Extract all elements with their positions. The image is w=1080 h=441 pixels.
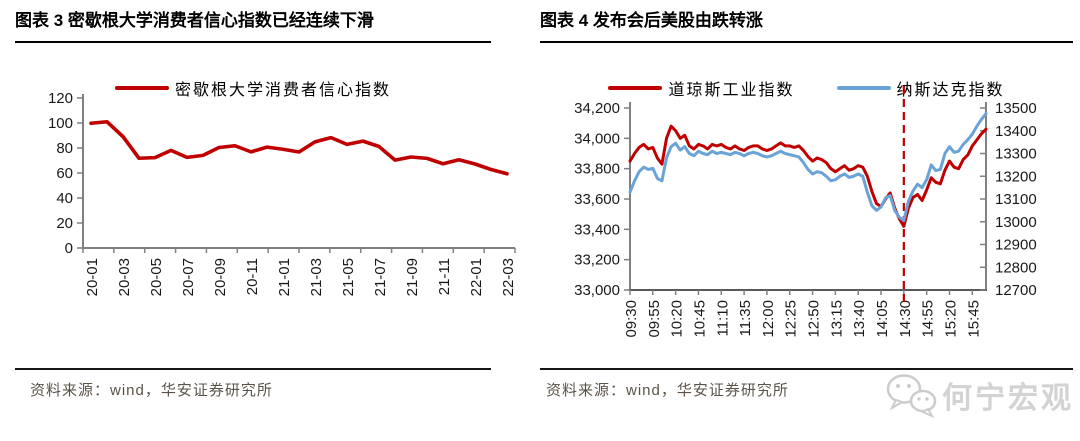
svg-text:40: 40 [56,190,73,207]
svg-text:13:15: 13:15 [828,300,845,338]
svg-text:15:45: 15:45 [965,300,982,338]
sentiment-line-chart: 0 20 40 60 80 100 120 20-01 20-03 20-05 20-07 20-09… [48,90,517,296]
svg-text:120: 120 [48,90,73,107]
svg-text:21-01: 21-01 [276,258,293,296]
svg-text:13500: 13500 [995,100,1037,117]
svg-text:13100: 13100 [995,191,1037,208]
figure-3: 图表 3 密歇根大学消费者信心指数已经连续下滑 密歇根大学消费者信心指数 0 20… [15,0,517,441]
svg-text:14:05: 14:05 [874,300,891,338]
svg-text:22-01: 22-01 [468,258,485,296]
svg-text:14:55: 14:55 [920,300,937,338]
svg-text:10:20: 10:20 [669,300,686,338]
svg-text:22-03: 22-03 [500,258,517,296]
dow-line-swatch [608,85,663,91]
svg-text:60: 60 [56,165,73,182]
figure-3-source: 资料来源：wind，华安证券研究所 [15,368,491,400]
svg-text:100: 100 [48,115,73,132]
svg-text:20-03: 20-03 [116,258,133,296]
svg-text:12:50: 12:50 [806,300,823,338]
figure-3-legend: 密歇根大学消费者信心指数 [15,76,491,100]
svg-text:09:30: 09:30 [623,300,640,338]
svg-text:12800: 12800 [995,259,1037,276]
svg-text:20: 20 [56,215,73,232]
sentiment-legend-label: 密歇根大学消费者信心指数 [174,82,391,99]
svg-text:09:55: 09:55 [646,300,663,338]
svg-text:21-09: 21-09 [404,258,421,296]
watermark: 何宁宏观 [885,372,1074,418]
legend-item-sentiment: 密歇根大学消费者信心指数 [114,76,391,100]
svg-text:20-01: 20-01 [84,258,101,296]
svg-text:13200: 13200 [995,168,1037,185]
watermark-text: 何宁宏观 [942,382,1074,415]
svg-text:12:25: 12:25 [783,300,800,338]
svg-text:20-11: 20-11 [244,258,261,295]
svg-text:21-11: 21-11 [436,258,453,295]
us-indices-intraday-chart: 33,000 33,200 33,400 33,600 33,800 34,000 34,2… [574,86,1037,338]
svg-text:20-09: 20-09 [212,258,229,296]
svg-text:33,800: 33,800 [574,161,620,178]
figure-4-legend: 道琼斯工业指数 纳斯达克指数 [540,76,1073,100]
svg-text:13400: 13400 [995,123,1037,140]
svg-text:0: 0 [65,240,73,257]
svg-text:33,200: 33,200 [574,252,620,269]
svg-text:12900: 12900 [995,237,1037,254]
svg-text:33,400: 33,400 [574,221,620,238]
legend-item-nasdaq: 纳斯达克指数 [836,76,1005,100]
svg-text:13300: 13300 [995,146,1037,163]
svg-text:14:30: 14:30 [897,300,914,338]
svg-text:33,000: 33,000 [574,282,620,299]
svg-text:21-03: 21-03 [308,258,325,296]
figure-3-title: 图表 3 密歇根大学消费者信心指数已经连续下滑 [15,6,491,43]
source-text: 资料来源：wind，华安证券研究所 [546,382,789,399]
figure-4: 图表 4 发布会后美股由跌转涨 道琼斯工业指数 纳斯达克指数 33,000 33,… [540,0,1073,441]
sentiment-line-swatch [114,85,169,91]
figure-4-source: 资料来源：wind，华安证券研究所 [540,368,1073,400]
svg-text:20-07: 20-07 [180,258,197,296]
svg-text:12700: 12700 [995,282,1037,299]
svg-text:20-05: 20-05 [148,258,165,296]
figure-4-title: 图表 4 发布会后美股由跌转涨 [540,6,1073,43]
svg-text:13:40: 13:40 [851,300,868,338]
svg-text:33,600: 33,600 [574,191,620,208]
svg-text:21-07: 21-07 [372,258,389,296]
dow-legend-label: 道琼斯工业指数 [668,82,795,99]
nasdaq-legend-label: 纳斯达克指数 [896,82,1005,99]
source-text: 资料来源：wind，华安证券研究所 [30,382,273,399]
svg-text:13000: 13000 [995,214,1037,231]
nasdaq-line [628,112,988,223]
legend-item-dow: 道琼斯工业指数 [608,76,794,100]
svg-text:80: 80 [56,140,73,157]
svg-text:21-05: 21-05 [340,258,357,296]
sentiment-line [89,119,509,176]
dow-jones-line [628,124,988,228]
svg-text:12:00: 12:00 [760,300,777,338]
svg-text:15:20: 15:20 [942,300,959,338]
svg-text:11:35: 11:35 [737,300,754,336]
svg-text:10:45: 10:45 [691,300,708,338]
svg-text:11:10: 11:10 [714,300,731,336]
svg-text:34,200: 34,200 [574,100,620,117]
wechat-icon [886,374,937,418]
nasdaq-line-swatch [836,85,891,91]
svg-text:34,000: 34,000 [574,130,620,147]
